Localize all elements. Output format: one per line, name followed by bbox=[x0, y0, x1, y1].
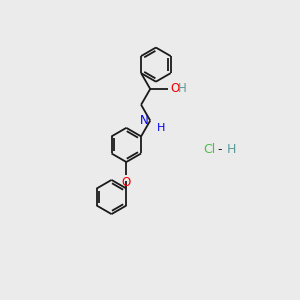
Text: O: O bbox=[122, 176, 131, 189]
Text: O: O bbox=[170, 82, 179, 94]
Text: H: H bbox=[178, 82, 187, 94]
Text: H: H bbox=[226, 143, 236, 157]
Text: N: N bbox=[140, 114, 149, 127]
Text: -: - bbox=[217, 143, 221, 157]
Text: Cl: Cl bbox=[203, 143, 215, 157]
Text: H: H bbox=[157, 123, 165, 133]
